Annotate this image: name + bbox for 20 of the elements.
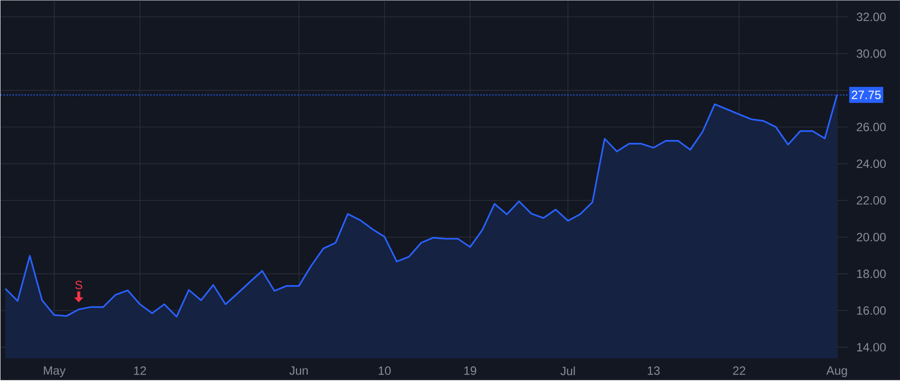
y-tick-label: 24.00	[856, 159, 886, 168]
annotation: S	[75, 280, 82, 290]
x-tick-label: Jun	[289, 366, 308, 375]
y-tick-label: 20.00	[856, 232, 886, 242]
y-tick-label: 18.00	[857, 269, 886, 278]
x-tick-label: 12	[134, 366, 146, 375]
y-tick-label: 30.00	[856, 49, 886, 58]
x-tick-label: 19	[464, 366, 476, 375]
x-tick-label: 22	[733, 366, 746, 375]
x-tick-label: 10	[378, 366, 391, 375]
x-tick-label: May	[44, 366, 66, 378]
ref-line-label: 27.75	[852, 90, 881, 100]
y-tick-label: 32.00	[856, 12, 886, 22]
x-tick-label: Jul	[560, 366, 575, 376]
x-tick-label: Aug	[826, 366, 847, 378]
y-tick-label: 26.00	[856, 122, 886, 132]
y-tick-label: 22.00	[856, 196, 886, 205]
y-tick-label: 14.00	[857, 342, 886, 352]
x-tick-label: 13	[648, 366, 660, 375]
y-tick-label: 16.00	[857, 306, 886, 315]
